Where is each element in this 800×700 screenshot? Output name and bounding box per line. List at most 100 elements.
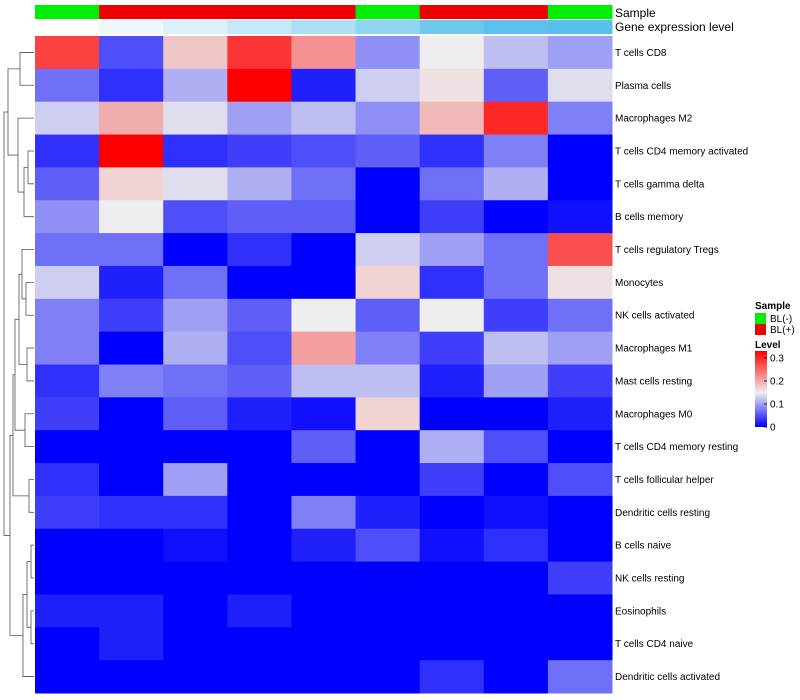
heatmap-cell xyxy=(355,397,421,431)
heatmap-cell xyxy=(99,233,164,267)
heatmap-cell xyxy=(419,627,485,661)
heatmap-cell xyxy=(419,495,485,530)
heatmap-cell xyxy=(227,200,292,234)
heatmap-cell xyxy=(547,528,613,563)
heatmap-cell xyxy=(35,233,100,267)
heatmap-cell xyxy=(547,495,613,530)
row-label: B cells naive xyxy=(615,541,672,552)
heatmap-cell xyxy=(99,134,164,168)
heatmap-cell xyxy=(35,134,100,168)
heatmap-cell xyxy=(99,200,164,234)
heatmap-cell xyxy=(355,134,421,168)
heatmap-cell xyxy=(99,265,164,300)
legend-tick-label: 0 xyxy=(770,423,776,434)
row-dendrogram xyxy=(3,52,34,677)
heatmap-cell xyxy=(35,200,100,234)
heatmap-cell xyxy=(35,265,100,300)
row-label: Macrophages M1 xyxy=(615,344,693,355)
heatmap-cell xyxy=(163,36,228,70)
heatmap-cell xyxy=(99,298,164,333)
heatmap-cell xyxy=(419,430,485,464)
sample-annotation-cell xyxy=(227,5,292,19)
gene-level-annotation-cell xyxy=(227,20,292,34)
heatmap-cell xyxy=(355,233,421,267)
heatmap-cell xyxy=(419,200,485,234)
heatmap-cell xyxy=(291,265,357,300)
heatmap-cell xyxy=(227,298,292,333)
heatmap-cell xyxy=(355,627,421,661)
heatmap-cell xyxy=(291,36,357,70)
heatmap-cell xyxy=(419,134,485,168)
row-label: Macrophages M2 xyxy=(615,114,693,125)
heatmap-cell xyxy=(227,265,292,300)
row-label: Macrophages M0 xyxy=(615,409,693,420)
heatmap-cell xyxy=(419,298,485,333)
heatmap-cell xyxy=(227,331,292,365)
heatmap-cell xyxy=(291,528,357,563)
legend-sample-title: Sample xyxy=(755,301,791,312)
row-label: T cells follicular helper xyxy=(615,475,714,486)
row-label: NK cells activated xyxy=(615,311,694,322)
heatmap-cell xyxy=(291,364,357,398)
heatmap-cell xyxy=(163,331,228,365)
heatmap-cell xyxy=(291,200,357,234)
heatmap-cell xyxy=(483,265,549,300)
heatmap-cell xyxy=(355,561,421,595)
heatmap-cell xyxy=(547,298,613,333)
sample-annotation-cell xyxy=(419,5,485,19)
heatmap-cell xyxy=(35,627,100,661)
legend-swatch-bl-pos xyxy=(755,324,766,335)
heatmap-cell xyxy=(227,561,292,595)
heatmap-cell xyxy=(291,495,357,530)
heatmap-cell xyxy=(483,430,549,464)
heatmap-cell xyxy=(483,68,549,103)
heatmap-cell xyxy=(483,364,549,398)
heatmap-cell xyxy=(483,331,549,365)
row-labels: T cells CD8 Plasma cells Macrophages M2 T c… xyxy=(615,48,748,683)
heatmap-cell xyxy=(227,594,292,628)
heatmap-cell xyxy=(419,233,485,267)
heatmap-cell xyxy=(227,660,292,694)
row-label: Plasma cells xyxy=(615,81,671,92)
heatmap-cell xyxy=(355,364,421,398)
legend-tick-label: 0.2 xyxy=(770,376,784,387)
heatmap-cell xyxy=(483,463,549,497)
heatmap-cell xyxy=(163,68,228,103)
dendrogram-branch xyxy=(24,413,34,448)
heatmap-cell xyxy=(483,397,549,431)
heatmap-cell xyxy=(547,627,613,661)
heatmap-cell xyxy=(419,68,485,103)
dendrogram-branch xyxy=(28,479,34,513)
gene-level-annotation-cell xyxy=(483,20,549,34)
heatmap-cell xyxy=(163,265,228,300)
heatmap-cell xyxy=(419,397,485,431)
heatmap-cell xyxy=(483,594,549,628)
heatmap-cell xyxy=(483,134,549,168)
heatmap-cell xyxy=(291,627,357,661)
heatmap-cell xyxy=(163,233,228,267)
heatmap-cell xyxy=(163,298,228,333)
heatmap-cell xyxy=(483,101,549,136)
heatmap-cell xyxy=(163,660,228,694)
heatmap-cell xyxy=(291,134,357,168)
heatmap-cell xyxy=(227,364,292,398)
gene-level-annotation-cell xyxy=(355,20,421,34)
heatmap-cell xyxy=(35,430,100,464)
heatmap-cell xyxy=(483,200,549,234)
heatmap-cell xyxy=(483,660,549,694)
heatmap-cell xyxy=(419,364,485,398)
heatmap-cell xyxy=(355,265,421,300)
heatmap-cell xyxy=(355,331,421,365)
dendrogram-branch xyxy=(3,111,10,536)
dendrogram-branch xyxy=(30,610,34,645)
heatmap-cell xyxy=(99,660,164,694)
sample-annotation-cell xyxy=(163,5,228,19)
heatmap-cell xyxy=(419,101,485,136)
heatmap-cell xyxy=(227,627,292,661)
row-label: Dendritic cells activated xyxy=(615,672,720,683)
heatmap-cell xyxy=(99,594,164,628)
heatmap-cell xyxy=(419,167,485,201)
heatmap-cell xyxy=(163,594,228,628)
heatmap-cell xyxy=(547,167,613,201)
heatmap-cell xyxy=(163,200,228,234)
